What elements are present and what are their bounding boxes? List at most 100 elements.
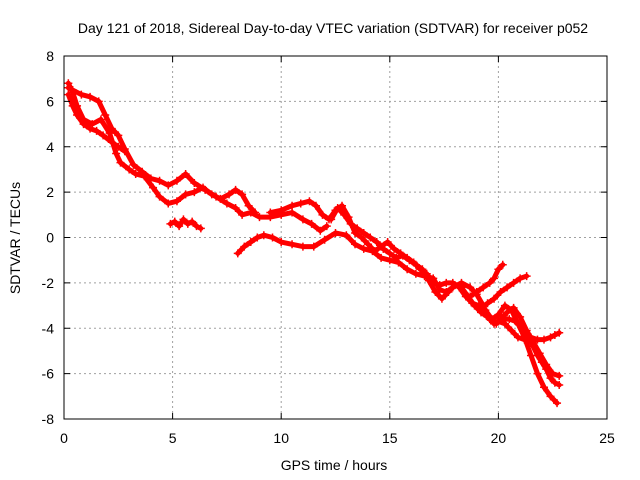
data-point [338, 201, 347, 210]
data-point [555, 328, 564, 337]
data-point [277, 238, 286, 247]
data-point [507, 326, 516, 335]
data-point [298, 242, 307, 251]
data-point [183, 219, 192, 228]
data-point [383, 238, 392, 247]
data-point [405, 256, 414, 265]
data-point [68, 101, 77, 110]
data-point [522, 272, 531, 281]
data-point [483, 299, 492, 308]
data-point [233, 249, 242, 258]
data-point [216, 194, 225, 203]
data-point [548, 369, 557, 378]
data-point [68, 88, 77, 97]
x-tick-label: 25 [599, 430, 615, 446]
data-point [346, 219, 355, 228]
data-point [107, 138, 116, 147]
data-point [490, 294, 499, 303]
data-point [431, 287, 440, 296]
y-tick-label: 2 [46, 184, 54, 200]
data-point [526, 333, 535, 342]
data-point [318, 210, 327, 219]
data-point [411, 260, 420, 269]
data-point [164, 181, 173, 190]
data-point [503, 308, 512, 317]
y-tick-label: 4 [46, 139, 54, 155]
series-track-8 [466, 260, 507, 301]
data-point [92, 126, 101, 135]
data-point [494, 265, 503, 274]
series-track-10 [494, 317, 564, 344]
y-tick-label: -6 [42, 366, 55, 382]
data-point [470, 301, 479, 310]
data-point [86, 92, 95, 101]
data-point [155, 176, 164, 185]
data-point [116, 158, 125, 167]
data-point [316, 226, 325, 235]
series-trace [267, 198, 560, 406]
data-point [516, 312, 525, 321]
data-point [238, 210, 247, 219]
series-trace [328, 205, 562, 379]
data-point [477, 303, 486, 312]
data-point [251, 208, 260, 217]
data-point [172, 176, 181, 185]
data-point [370, 247, 379, 256]
data-point [357, 233, 366, 242]
data-point [288, 201, 297, 210]
data-point [418, 265, 427, 274]
data-point [340, 210, 349, 219]
data-point [437, 294, 446, 303]
data-point [505, 315, 514, 324]
data-point [240, 242, 249, 251]
data-point [112, 149, 121, 158]
y-tick-label: 8 [46, 48, 54, 64]
data-point [353, 224, 362, 233]
y-tick-label: 0 [46, 230, 54, 246]
data-point [149, 183, 158, 192]
data-point [207, 190, 216, 199]
data-point [411, 269, 420, 278]
data-point [125, 165, 134, 174]
series-trace [65, 92, 128, 154]
data-point [364, 240, 373, 249]
data-point [550, 378, 559, 387]
data-point [140, 172, 149, 181]
data-point [94, 97, 103, 106]
data-point [331, 228, 340, 237]
data-point [298, 215, 307, 224]
data-point [500, 301, 509, 310]
series-track-9 [477, 272, 531, 312]
y-tick-label: -4 [42, 320, 55, 336]
data-point [196, 224, 205, 233]
x-tick-label: 0 [60, 430, 68, 446]
x-axis-label: GPS time / hours [281, 457, 388, 473]
data-point [500, 319, 509, 328]
data-point [342, 231, 351, 240]
x-tick-label: 10 [273, 430, 289, 446]
data-point [485, 278, 494, 287]
data-point [311, 201, 320, 210]
data-point [533, 369, 542, 378]
gridlines [64, 56, 607, 419]
data-point [379, 244, 388, 253]
data-point [259, 231, 268, 240]
data-point [466, 292, 475, 301]
data-point [503, 283, 512, 292]
data-point [181, 190, 190, 199]
x-tick-label: 5 [169, 430, 177, 446]
data-point [244, 201, 253, 210]
data-point [114, 142, 123, 151]
data-point [333, 204, 342, 213]
data-point [307, 219, 316, 228]
data-point [199, 183, 208, 192]
data-point [327, 215, 336, 224]
data-point [296, 199, 305, 208]
data-point [73, 110, 82, 119]
data-point [181, 169, 190, 178]
data-point [555, 380, 564, 389]
data-point [392, 253, 401, 262]
data-point [170, 217, 179, 226]
series-track-6 [266, 197, 562, 408]
